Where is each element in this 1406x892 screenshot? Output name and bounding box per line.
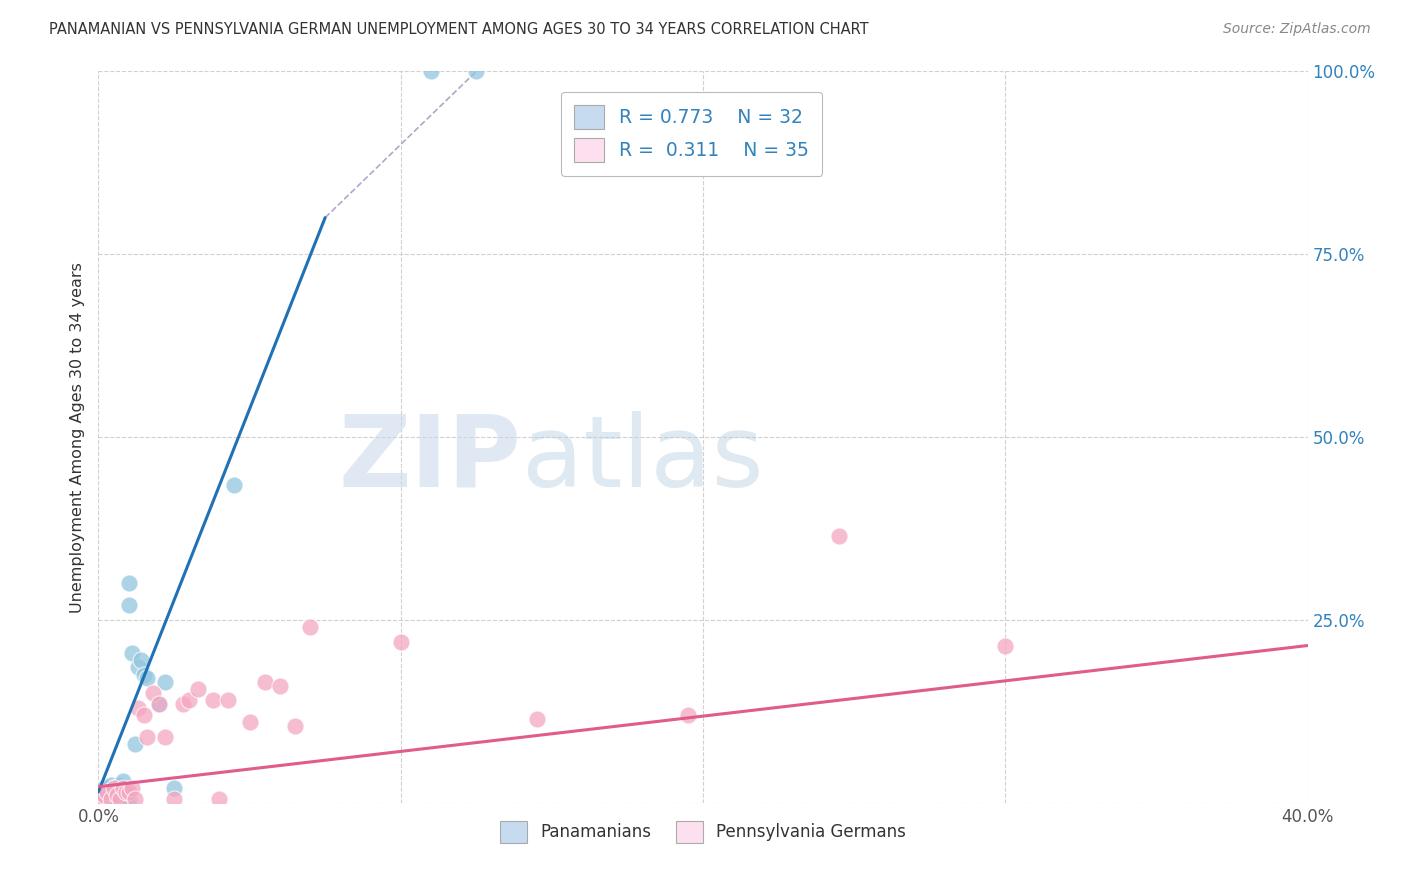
Point [153,675,176,690]
Text: PANAMANIAN VS PENNSYLVANIA GERMAN UNEMPLOYMENT AMONG AGES 30 TO 34 YEARS CORRELA: PANAMANIAN VS PENNSYLVANIA GERMAN UNEMPL… [49,22,869,37]
Point [103,781,125,796]
Point [93,781,115,796]
Point [142,686,165,700]
Point [202,693,225,707]
Point [179,693,201,707]
Point [299,620,322,634]
Point [253,675,276,690]
Point [124,792,146,806]
Point [163,792,186,806]
Point [90,792,112,806]
Point [96,785,118,799]
Text: Source: ZipAtlas.com: Source: ZipAtlas.com [1223,22,1371,37]
Point [100,792,122,806]
Point [108,792,131,806]
Point [100,785,122,799]
Point [420,64,443,78]
Point [465,64,488,78]
Point [103,792,125,806]
Point [172,697,194,711]
Point [108,792,131,806]
Point [135,672,157,686]
Point [105,781,128,796]
Point [121,646,143,660]
Point [96,781,118,796]
Point [111,773,134,788]
Point [93,789,115,803]
Point [100,778,122,792]
Point [118,785,141,799]
Point [994,639,1017,653]
Point [118,576,141,591]
Point [676,708,699,723]
Point [121,781,143,796]
Point [153,730,176,744]
Point [114,792,136,806]
Point [103,781,125,796]
Point [163,781,186,796]
Point [269,679,291,693]
Point [90,792,112,806]
Point [118,792,141,806]
Point [132,667,155,681]
Point [96,789,118,803]
Y-axis label: Unemployment Among Ages 30 to 34 years: Unemployment Among Ages 30 to 34 years [70,261,86,613]
Point [132,708,155,723]
Point [111,781,134,796]
Point [118,599,141,613]
Point [100,792,122,806]
Text: atlas: atlas [522,410,763,508]
Point [389,635,412,649]
Point [284,719,307,733]
Point [127,660,149,674]
Legend: Panamanians, Pennsylvania Germans: Panamanians, Pennsylvania Germans [494,814,912,849]
Text: ZIP: ZIP [339,410,522,508]
Point [828,529,851,543]
Point [135,730,157,744]
Point [105,792,128,806]
Point [108,778,131,792]
Point [239,715,262,730]
Point [114,785,136,799]
Point [224,477,246,491]
Point [124,737,146,751]
Point [526,712,548,726]
Point [148,697,170,711]
Point [105,789,128,803]
Point [103,785,125,799]
Point [217,693,239,707]
Point [208,792,231,806]
Point [187,682,209,697]
Point [93,789,115,803]
Point [148,697,170,711]
Point [129,653,152,667]
Point [127,700,149,714]
